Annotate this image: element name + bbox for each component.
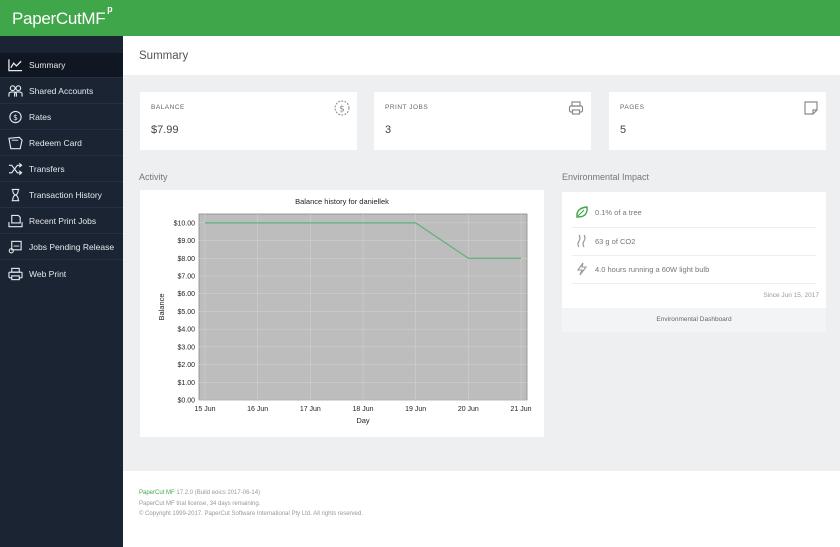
y-axis-label: Balance [157,293,166,320]
sidebar-item-recent-print-jobs[interactable]: Recent Print Jobs [0,209,123,234]
shuffle-icon [7,162,23,176]
env-row-bulb: 4.0 hours running a 60W light bulb [562,255,816,283]
card-icon [7,136,23,150]
lightning-icon [576,262,588,276]
x-tick-label: 16 Jun [247,406,268,413]
top-bar: PaperCutMF p [0,0,840,36]
env-bulb-text: 4.0 hours running a 60W light bulb [595,264,710,274]
sidebar: Summary Shared Accounts $ Rates Redeem C… [0,36,123,547]
env-row-tree: 0.1% of a tree [562,198,816,226]
balance-card[interactable]: BALANCE $7.99 $ [140,92,357,150]
environmental-panel: 0.1% of a tree 63 g of CO2 4.0 hours run… [562,192,826,332]
y-tick-label: $1.00 [177,380,195,387]
svg-text:$: $ [339,105,345,115]
y-tick-label: $7.00 [177,274,195,281]
sidebar-item-web-print[interactable]: Web Print [0,261,123,286]
divider [572,255,816,256]
env-co2-text: 63 g of CO2 [595,236,636,246]
sidebar-item-label: Transaction History [29,190,102,200]
pages-label: PAGES [620,104,645,111]
sidebar-item-redeem-card[interactable]: Redeem Card [0,131,123,156]
sidebar-item-transfers[interactable]: Transfers [0,157,123,182]
page-icon [804,101,818,115]
balance-label: BALANCE [151,104,185,111]
series-line [205,222,521,259]
y-tick-label: $9.00 [177,238,195,245]
activity-heading: Activity [139,172,168,182]
footer-license: PaperCut MF trial license, 34 days remai… [139,501,261,507]
y-tick-label: $6.00 [177,291,195,298]
y-tick-label: $10.00 [174,220,196,227]
env-row-co2: 63 g of CO2 [562,227,816,255]
sidebar-item-shared-accounts[interactable]: Shared Accounts [0,79,123,104]
x-tick-label: 20 Jun [458,406,479,413]
print-jobs-card[interactable]: PRINT JOBS 3 [374,92,591,150]
smoke-icon [577,234,586,248]
logo-mark: p [107,4,113,14]
chart-title: Balance history for daniellek [295,197,389,206]
footer-version: PaperCut MF 17.2.0 (Build eoics 2017-06-… [139,490,260,496]
divider [572,283,816,284]
env-tree-text: 0.1% of a tree [595,207,642,217]
sidebar-item-label: Rates [29,112,52,122]
y-tick-label: $8.00 [177,256,195,263]
y-tick-label: $5.00 [177,309,195,316]
logo-suffix: MF [81,9,106,28]
x-tick-label: 19 Jun [405,406,426,413]
sidebar-item-label: Recent Print Jobs [29,216,97,226]
sidebar-item-jobs-pending-release[interactable]: Jobs Pending Release [0,235,123,260]
divider [572,227,816,228]
logo-text: PaperCut [12,9,82,28]
pages-value: 5 [620,124,627,136]
environmental-impact-heading: Environmental Impact [562,172,650,182]
printer-icon [568,101,584,115]
environmental-dashboard-link[interactable]: Environmental Dashboard [562,308,826,332]
x-tick-label: 21 Jun [510,406,531,413]
dollar-circle-icon: $ [334,100,350,116]
users-icon [7,84,23,98]
balance-value: $7.99 [151,124,179,136]
leaf-icon [576,206,588,218]
sidebar-item-label: Web Print [29,268,67,279]
x-tick-label: 17 Jun [300,406,321,413]
x-tick-label: 15 Jun [194,406,215,413]
print-jobs-value: 3 [385,124,392,136]
y-tick-label: $3.00 [177,344,195,351]
footer-version-text: 17.2.0 (Build eoics 2017-06-14) [174,490,261,496]
sidebar-item-label: Transfers [29,164,65,174]
svg-text:$: $ [13,113,18,122]
chart-line-icon [7,58,23,72]
print-jobs-label: PRINT JOBS [385,104,429,111]
printer-tray-icon [7,214,23,228]
pages-card[interactable]: PAGES 5 [609,92,826,150]
sidebar-item-transaction-history[interactable]: Transaction History [0,183,123,208]
sidebar-item-label: Redeem Card [29,138,82,148]
printer-icon [7,267,23,281]
y-tick-label: $0.00 [177,398,195,405]
sidebar-item-label: Summary [29,60,66,70]
hourglass-icon [7,188,23,202]
env-since-date: Since Jun 15, 2017 [763,292,819,299]
activity-panel: Balance history for daniellek $0.00 $1.00… [140,190,544,437]
sidebar-item-label: Jobs Pending Release [29,242,115,252]
footer-brand-link[interactable]: PaperCut MF [139,490,175,496]
balance-chart: $0.00 $1.00 $2.00 $3.00 $4.00 $5.00 $6.00 $7.00… [157,213,532,425]
sidebar-item-rates[interactable]: $ Rates [0,105,123,130]
page-header: Summary [123,36,840,75]
footer: PaperCut MF 17.2.0 (Build eoics 2017-06-… [123,471,840,547]
printer-pending-icon [7,240,23,254]
y-tick-label: $2.00 [177,362,195,369]
dollar-circle-icon: $ [7,110,23,124]
x-axis-label: Day [356,416,370,425]
footer-copyright: © Copyright 1999-2017. PaperCut Software… [139,511,363,517]
papercut-logo[interactable]: PaperCutMF p [12,4,113,29]
y-tick-label: $4.00 [177,327,195,334]
page-title: Summary [139,50,189,62]
sidebar-item-summary[interactable]: Summary [0,53,123,78]
x-tick-label: 18 Jun [352,406,373,413]
sidebar-item-label: Shared Accounts [29,86,94,96]
